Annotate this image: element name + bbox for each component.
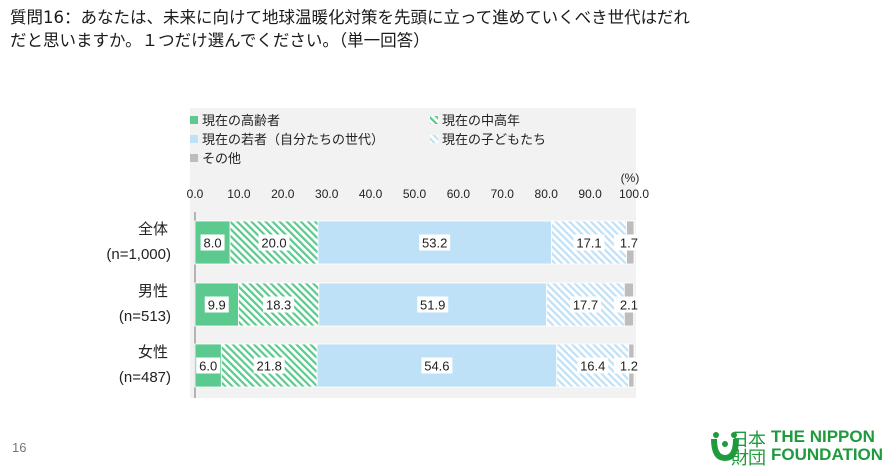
data-label-bg xyxy=(417,296,449,313)
bar-group: 6.0 21.8 54.6 16.4 1.2 xyxy=(194,343,638,388)
data-label: 17.1 xyxy=(576,236,601,251)
logo-kanji-bottom: 財団 xyxy=(731,448,766,468)
data-label-bg xyxy=(253,357,285,374)
legend-label: その他 xyxy=(202,152,241,167)
data-label-bg xyxy=(614,357,638,374)
data-label-bg xyxy=(204,296,229,313)
category-label: 男性 xyxy=(138,282,168,300)
data-label-bg xyxy=(263,296,295,313)
nippon-foundation-logo-mark xyxy=(711,432,739,461)
question-line-2: だと思いますか。１つだけ選んでください。（単一回答） xyxy=(10,31,430,50)
x-tick-label: 0.0 xyxy=(187,187,204,201)
page-number: 16 xyxy=(12,440,27,455)
x-tick-label: 100.0 xyxy=(619,187,649,201)
category-label: 全体 xyxy=(138,220,168,238)
logo-english-top: THE NIPPON xyxy=(771,427,875,446)
legend-label: 現在の若者（自分たちの世代） xyxy=(202,132,384,148)
data-label: 16.4 xyxy=(580,359,605,374)
data-label: 53.2 xyxy=(422,236,447,251)
bar-group: 9.9 18.3 51.9 17.7 2.1 xyxy=(194,282,638,327)
data-label-bg xyxy=(577,357,609,374)
legend-swatch xyxy=(190,135,198,143)
data-label-bg xyxy=(421,357,453,374)
x-tick-label: 30.0 xyxy=(315,187,339,201)
x-tick-label: 50.0 xyxy=(403,187,427,201)
legend-label: 現在の中高年 xyxy=(442,113,520,129)
legend-label: 現在の高齢者 xyxy=(202,113,280,129)
question-text: 質問16：あなたは、未来に向けて地球温暖化対策を先頭に立って進めていくべき世代は… xyxy=(10,6,870,52)
legend-swatch xyxy=(430,116,438,124)
data-label: 6.0 xyxy=(199,359,217,374)
x-tick-label: 80.0 xyxy=(535,187,559,201)
logo-kanji-top: 日本 xyxy=(731,430,766,450)
category-label: 女性 xyxy=(138,343,168,361)
data-label: 17.7 xyxy=(573,298,598,313)
category-n-label: (n=487) xyxy=(119,369,171,386)
data-label: 18.3 xyxy=(266,298,291,313)
data-label: 9.9 xyxy=(208,298,226,313)
data-label: 1.7 xyxy=(620,236,638,251)
x-tick-label: 70.0 xyxy=(491,187,515,201)
data-label-bg xyxy=(419,234,451,251)
nippon-foundation-logo: 日本 財団 THE NIPPON FOUNDATION xyxy=(705,425,887,468)
bar-group: 8.0 20.0 53.2 17.1 1.7 xyxy=(194,220,638,265)
x-tick-label: 40.0 xyxy=(359,187,383,201)
legend-swatch xyxy=(430,135,438,143)
data-label: 21.8 xyxy=(257,359,282,374)
category-n-label: (n=513) xyxy=(119,308,171,325)
data-label: 8.0 xyxy=(204,236,222,251)
x-tick-label: 20.0 xyxy=(271,187,295,201)
data-label: 2.1 xyxy=(620,298,638,313)
legend-label: 現在の子どもたち xyxy=(442,133,546,148)
unit-label: (%) xyxy=(621,171,640,185)
data-label: 1.2 xyxy=(620,359,638,374)
question-line-1: 質問16：あなたは、未来に向けて地球温暖化対策を先頭に立って進めていくべき世代は… xyxy=(10,8,690,27)
x-tick-label: 90.0 xyxy=(578,187,602,201)
data-label-bg xyxy=(196,357,221,374)
data-label-bg xyxy=(258,234,290,251)
legend-swatch xyxy=(190,116,198,124)
legend-swatch xyxy=(190,154,198,162)
data-label-bg xyxy=(614,234,638,251)
x-tick-label: 60.0 xyxy=(447,187,471,201)
category-n-label: (n=1,000) xyxy=(106,246,171,263)
data-label-bg xyxy=(569,296,601,313)
logo-english-bottom: FOUNDATION xyxy=(771,445,884,464)
data-label-bg xyxy=(614,296,638,313)
data-label-bg xyxy=(200,234,225,251)
x-tick-label: 10.0 xyxy=(227,187,251,201)
data-label-bg xyxy=(573,234,605,251)
data-label: 51.9 xyxy=(420,298,445,313)
data-label: 54.6 xyxy=(424,359,449,374)
data-label: 20.0 xyxy=(261,236,286,251)
